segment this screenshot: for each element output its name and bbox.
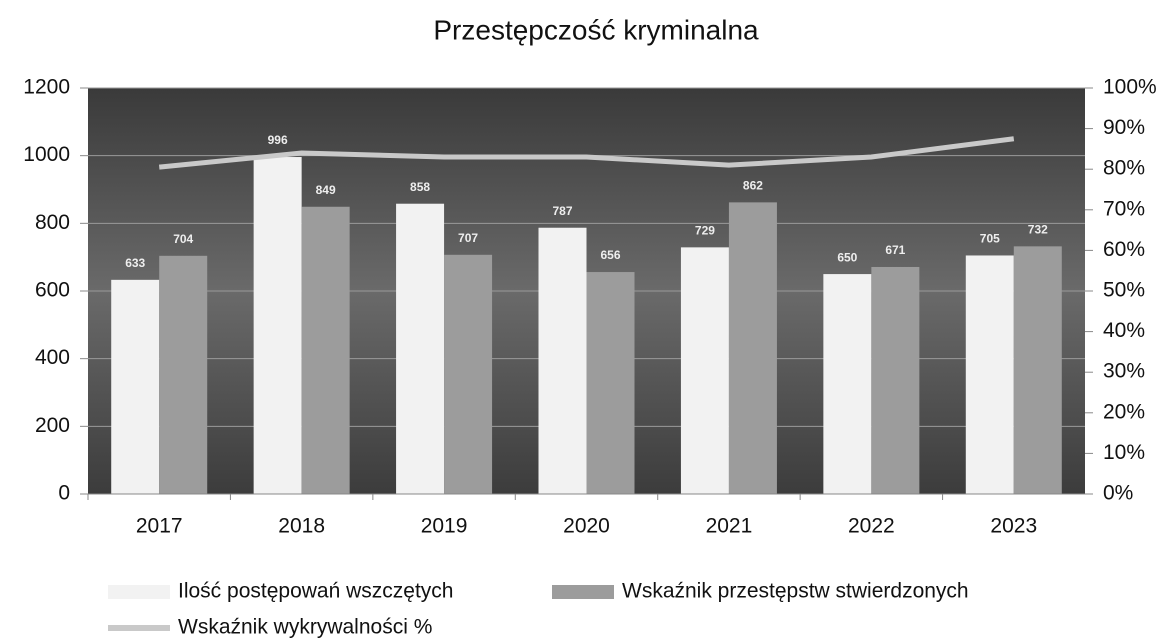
- y2-tick-label: 60%: [1103, 238, 1145, 261]
- value-label: 656: [600, 248, 620, 262]
- value-label: 858: [410, 180, 430, 194]
- y2-tick-label: 40%: [1103, 319, 1145, 342]
- y-tick-label: 0: [58, 482, 70, 505]
- y2-tick-label: 10%: [1103, 441, 1145, 464]
- x-tick-label: 2023: [990, 515, 1037, 538]
- bar: [586, 272, 635, 494]
- value-label: 704: [173, 232, 193, 246]
- value-label: 705: [980, 232, 1000, 246]
- legend-label: Wskaźnik wykrywalności %: [178, 616, 432, 639]
- y-tick-label: 600: [35, 279, 70, 302]
- line-series: [158, 136, 1015, 170]
- value-label: 862: [743, 179, 763, 193]
- x-tick-label: 2020: [563, 515, 610, 538]
- y2-tick-label: 20%: [1103, 400, 1145, 423]
- value-label: 849: [316, 183, 336, 197]
- x-tick-label: 2019: [421, 515, 468, 538]
- y2-tick-label: 30%: [1103, 360, 1145, 383]
- bar: [253, 157, 302, 494]
- bar: [159, 255, 208, 494]
- bar: [823, 274, 872, 494]
- legend-swatch: [552, 585, 614, 599]
- y-tick-label: 200: [35, 414, 70, 437]
- y2-tick-label: 100%: [1103, 76, 1157, 99]
- y2-tick-label: 50%: [1103, 279, 1145, 302]
- y2-tick-label: 80%: [1103, 157, 1145, 180]
- bar: [680, 247, 729, 494]
- bar: [111, 279, 160, 494]
- bar: [1013, 246, 1062, 494]
- y2-tick-label: 70%: [1103, 197, 1145, 220]
- legend-swatch: [108, 625, 170, 631]
- bar: [444, 254, 493, 494]
- y-tick-label: 400: [35, 346, 70, 369]
- chart-title: Przestępczość kryminalna: [433, 14, 759, 45]
- bar: [538, 227, 587, 494]
- x-tick-label: 2017: [136, 515, 183, 538]
- y-tick-label: 1200: [23, 76, 70, 99]
- bar: [871, 266, 920, 494]
- legend-swatch: [108, 585, 170, 599]
- value-label: 996: [268, 133, 288, 147]
- x-tick-label: 2021: [706, 515, 753, 538]
- value-label: 729: [695, 224, 715, 238]
- legend-label: Wskaźnik przestępstw stwierdzonych: [622, 580, 969, 603]
- bar: [301, 206, 350, 494]
- y-tick-label: 1000: [23, 143, 70, 166]
- value-label: 633: [125, 256, 145, 270]
- bar: [728, 202, 777, 494]
- y2-tick-label: 0%: [1103, 482, 1133, 505]
- legend-label: Ilość postępowań wszczętych: [178, 580, 453, 603]
- value-label: 707: [458, 231, 478, 245]
- value-label: 650: [837, 250, 857, 264]
- y-tick-label: 800: [35, 211, 70, 234]
- bar: [396, 203, 445, 494]
- bar: [965, 255, 1014, 494]
- value-label: 787: [552, 204, 572, 218]
- x-tick-label: 2018: [278, 515, 325, 538]
- value-label: 671: [885, 243, 905, 257]
- x-tick-label: 2022: [848, 515, 895, 538]
- value-label: 732: [1028, 223, 1048, 237]
- y2-tick-label: 90%: [1103, 116, 1145, 139]
